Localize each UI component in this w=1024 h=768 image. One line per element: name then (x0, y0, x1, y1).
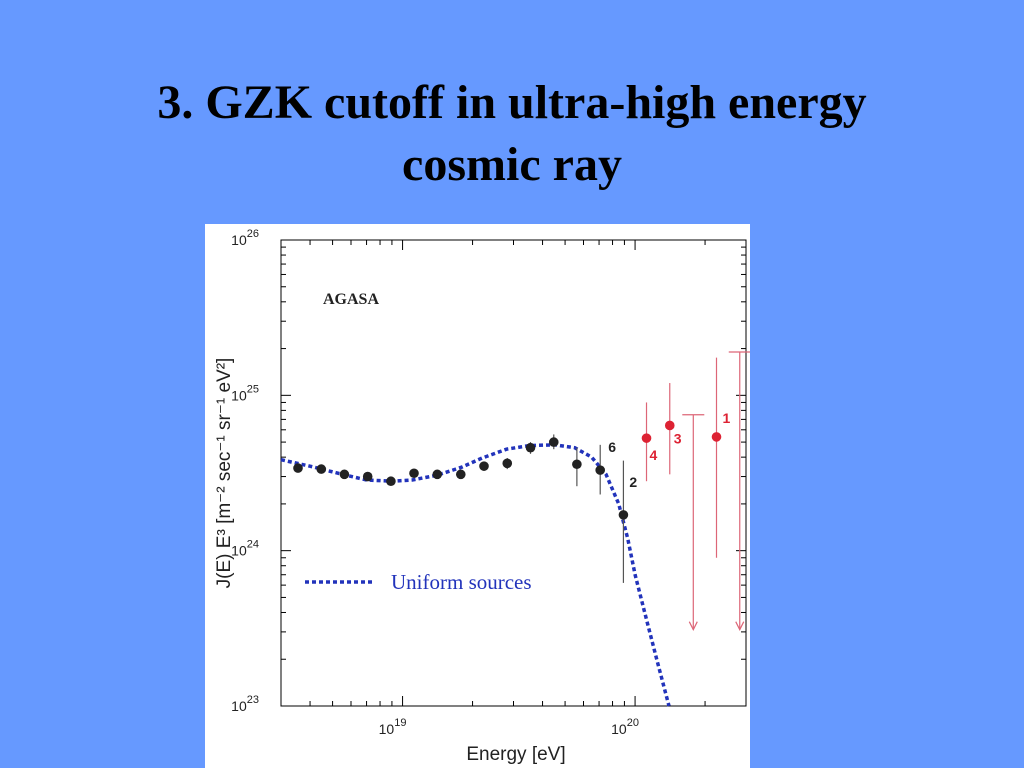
legend-label: Uniform sources (391, 570, 532, 594)
legend: Uniform sources (305, 570, 532, 594)
data-point (525, 442, 536, 454)
data-point (548, 434, 559, 450)
point-label: 4 (650, 447, 658, 463)
y-tick-label: 1024 (231, 539, 259, 559)
tick-marks (280, 240, 747, 707)
y-tick-label: 1026 (231, 228, 259, 248)
uniform-sources-curve (280, 443, 671, 707)
point-label: 2 (629, 474, 637, 490)
marker (316, 464, 327, 474)
marker (432, 469, 443, 480)
data-points: 6 243 1 (293, 357, 731, 583)
marker (618, 510, 629, 520)
data-point (432, 469, 443, 480)
data-point (455, 469, 466, 480)
plot-frame (280, 239, 747, 707)
annotation-agasa: AGASA (323, 291, 379, 308)
marker (339, 469, 350, 480)
data-point (502, 457, 513, 470)
y-axis-label: J(E) E³ [m⁻² sec⁻¹ sr⁻¹ eV²] (214, 358, 235, 589)
slide-title-line-2: cosmic ray (402, 138, 622, 191)
point-label: 3 (674, 430, 682, 446)
data-point (572, 447, 582, 487)
marker (595, 465, 606, 475)
upper-limits (682, 351, 750, 632)
y-tick-label: 1025 (231, 383, 259, 403)
data-point (362, 471, 373, 482)
marker (641, 433, 652, 443)
marker (293, 463, 303, 473)
marker (664, 420, 675, 431)
marker (525, 442, 536, 453)
slide-title-line-1: 3. GZK cutoff in ultra-high energy (157, 76, 867, 129)
marker (502, 458, 513, 469)
spectrum-chart: 6 243 1 1023 1024 1025 1026 1019 1020 AGASA Uni… (214, 228, 750, 765)
data-point (293, 463, 303, 473)
y-tick-label: 1023 (231, 694, 259, 714)
marker (479, 461, 489, 471)
data-point (386, 476, 396, 487)
tick-labels: 1023 1024 1025 1026 1019 1020 (231, 228, 639, 737)
data-point: 3 (664, 383, 682, 475)
x-tick-label: 1020 (611, 717, 639, 737)
marker (711, 432, 722, 442)
data-point: 4 (641, 402, 658, 482)
data-point: 1 (711, 357, 731, 558)
marker (548, 437, 559, 447)
upper-limit-arrow (682, 414, 705, 632)
data-point (409, 468, 419, 479)
data-point (316, 464, 327, 474)
data-point: 6 (595, 439, 616, 495)
marker (409, 468, 419, 479)
marker (572, 459, 582, 470)
x-tick-label: 1019 (379, 717, 407, 737)
data-point: 2 (618, 460, 637, 583)
data-point (479, 461, 489, 471)
point-label: 1 (723, 410, 731, 426)
marker (386, 476, 396, 487)
x-axis-label: Energy [eV] (466, 744, 565, 765)
marker (455, 469, 466, 480)
slide-title: 3. GZK cutoff in ultra-high energy cosmi… (0, 72, 1024, 196)
point-label: 6 (608, 439, 616, 455)
upper-limit-arrow (728, 351, 750, 632)
data-point (339, 469, 350, 480)
marker (362, 471, 373, 482)
